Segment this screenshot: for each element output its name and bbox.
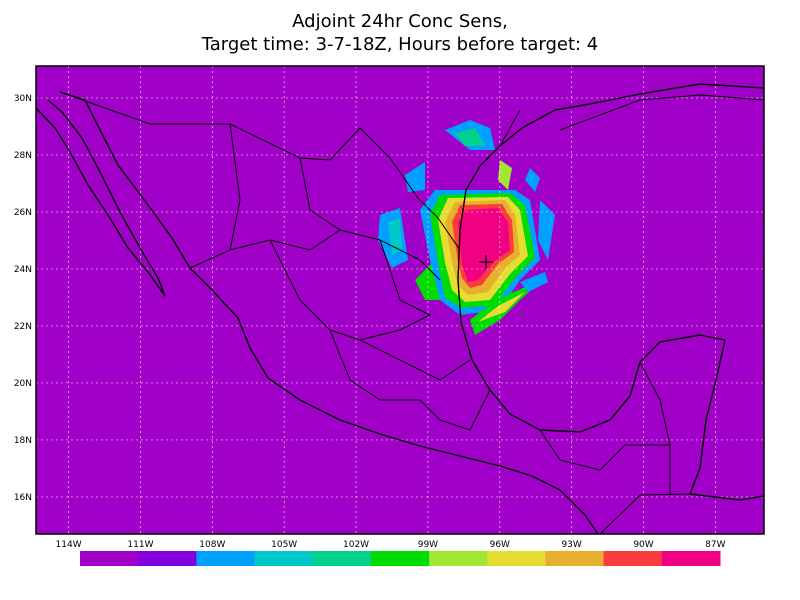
x-tick-label: 102W xyxy=(343,540,369,550)
x-tick-label: 90W xyxy=(633,540,653,550)
x-tick-label: 111W xyxy=(127,540,153,550)
title-line: Target time: 3-7-18Z, Hours before targe… xyxy=(201,34,599,55)
x-tick-label: 99W xyxy=(418,540,438,550)
x-tick-label: 87W xyxy=(705,540,725,550)
colorbar-swatch xyxy=(312,551,372,566)
y-tick-label: 24N xyxy=(14,265,32,275)
y-tick-label: 18N xyxy=(14,436,32,446)
colorbar-swatch xyxy=(80,551,139,566)
colorbar-swatch xyxy=(138,551,197,566)
y-tick-label: 16N xyxy=(14,493,32,503)
tick-labels: 114W 111W 108W 105W 102W 99W 96W 93W 90W 87W 16N 18… xyxy=(14,94,726,550)
x-tick-label: 93W xyxy=(561,540,581,550)
y-tick-label: 26N xyxy=(14,208,32,218)
colorbar xyxy=(80,551,721,566)
map-frame xyxy=(35,65,765,535)
target-marker xyxy=(479,255,493,269)
colorbar-swatch xyxy=(603,551,663,566)
y-tick-label: 20N xyxy=(14,379,32,389)
title-line: Adjoint 24hr Conc Sens, xyxy=(292,11,508,32)
y-tick-label: 30N xyxy=(14,94,32,104)
colorbar-swatch xyxy=(429,551,488,566)
y-tick-label: 22N xyxy=(14,322,32,332)
x-tick-label: 96W xyxy=(490,540,510,550)
colorbar-swatch xyxy=(196,551,256,566)
graticule xyxy=(36,66,764,534)
colorbar-swatch xyxy=(370,551,430,566)
y-tick-label: 28N xyxy=(14,151,32,161)
x-tick-label: 108W xyxy=(199,540,225,550)
colorbar-swatch xyxy=(254,551,314,566)
colorbar-swatch xyxy=(545,551,605,566)
x-tick-label: 114W xyxy=(56,540,82,550)
sensitivity-field xyxy=(378,120,555,335)
x-tick-label: 105W xyxy=(271,540,297,550)
colorbar-swatch xyxy=(487,551,546,566)
colorbar-swatch xyxy=(661,551,721,566)
coastlines xyxy=(35,83,765,535)
